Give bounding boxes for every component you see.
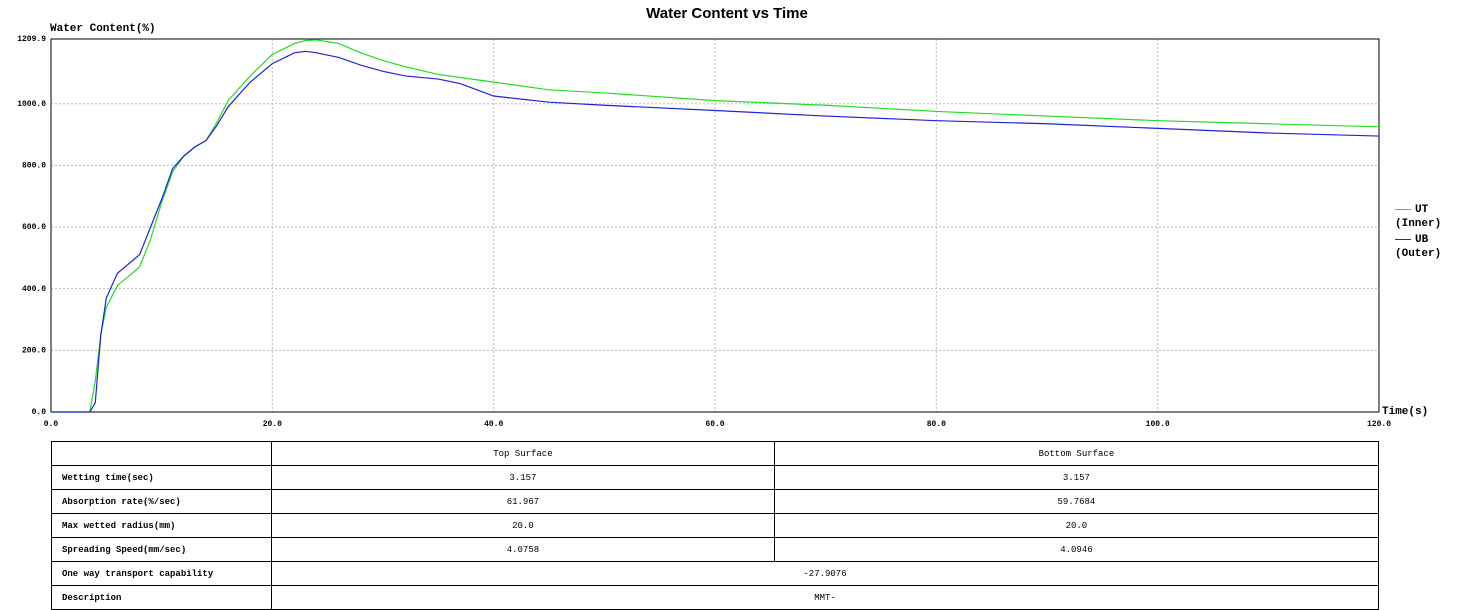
row-label: Spreading Speed(mm/sec) bbox=[51, 537, 272, 562]
y-tick-label: 200.0 bbox=[22, 346, 46, 355]
chart-title: Water Content vs Time bbox=[646, 5, 808, 22]
table-row: Spreading Speed(mm/sec) 4.0758 4.0946 bbox=[51, 537, 1380, 562]
cell: 3.157 bbox=[271, 465, 775, 490]
y-tick-label: 800.0 bbox=[22, 161, 46, 170]
data-line bbox=[51, 39, 1380, 413]
table-row: Wetting time(sec) 3.157 3.157 bbox=[51, 465, 1380, 490]
row-label: Wetting time(sec) bbox=[51, 465, 272, 490]
x-axis-label: Time(s) bbox=[1382, 406, 1428, 418]
x-tick-label: 80.0 bbox=[927, 420, 946, 429]
cell: -27.9076 bbox=[271, 561, 1379, 586]
cell: 20.0 bbox=[271, 513, 775, 538]
legend-label: UB (Outer) bbox=[1395, 234, 1442, 260]
cell: MMT- bbox=[271, 585, 1379, 610]
row-label: Max wetted radius(mm) bbox=[51, 513, 272, 538]
x-tick-label: 20.0 bbox=[263, 420, 282, 429]
results-table: Top Surface Bottom Surface Wetting time(se… bbox=[51, 441, 1380, 610]
legend-swatch bbox=[1395, 238, 1411, 240]
x-tick-label: 120.0 bbox=[1367, 420, 1391, 429]
header-cell: Top Surface bbox=[271, 441, 775, 466]
table-row: One way transport capability -27.9076 bbox=[51, 561, 1379, 586]
plot-frame bbox=[50, 38, 1380, 413]
legend-item: UT (Inner) bbox=[1395, 203, 1457, 231]
table-row: Description MMT- bbox=[51, 585, 1379, 610]
legend-label: UT (Inner) bbox=[1395, 204, 1442, 230]
y-tick-label: 400.0 bbox=[22, 285, 46, 294]
row-label: Description bbox=[51, 585, 272, 610]
y-tick-label: 1000.0 bbox=[17, 100, 46, 109]
x-tick-label: 40.0 bbox=[484, 420, 503, 429]
y-tick-label: 600.0 bbox=[22, 223, 46, 232]
table-row: Max wetted radius(mm) 20.0 20.0 bbox=[51, 513, 1380, 538]
legend-item: UB (Outer) bbox=[1395, 233, 1457, 261]
cell: 59.7684 bbox=[773, 489, 1380, 514]
chart: Water Content vs Time Water Content(%) T… bbox=[17, 5, 1428, 429]
cell: 61.967 bbox=[271, 489, 775, 514]
table-row: Absorption rate(%/sec) 61.967 59.7684 bbox=[51, 489, 1380, 514]
header-row: Top Surface Bottom Surface bbox=[51, 441, 1380, 466]
cell: 20.0 bbox=[773, 513, 1380, 538]
x-tick-label: 0.0 bbox=[44, 420, 59, 429]
header-cell: Bottom Surface bbox=[773, 441, 1380, 466]
row-label: Absorption rate(%/sec) bbox=[51, 489, 272, 514]
cell: 4.0758 bbox=[271, 537, 775, 562]
x-tick-label: 60.0 bbox=[705, 420, 724, 429]
y-tick-label: 0.0 bbox=[32, 408, 47, 417]
y-axis-label: Water Content(%) bbox=[50, 23, 156, 35]
cell: 4.0946 bbox=[773, 537, 1380, 562]
y-tick-label: 1209.9 bbox=[17, 35, 46, 44]
row-label: One way transport capability bbox=[51, 561, 272, 586]
legend-swatch bbox=[1395, 208, 1411, 210]
header-cell bbox=[51, 441, 272, 466]
cell: 3.157 bbox=[773, 465, 1380, 490]
x-tick-label: 100.0 bbox=[1146, 420, 1170, 429]
data-line bbox=[51, 50, 1380, 413]
